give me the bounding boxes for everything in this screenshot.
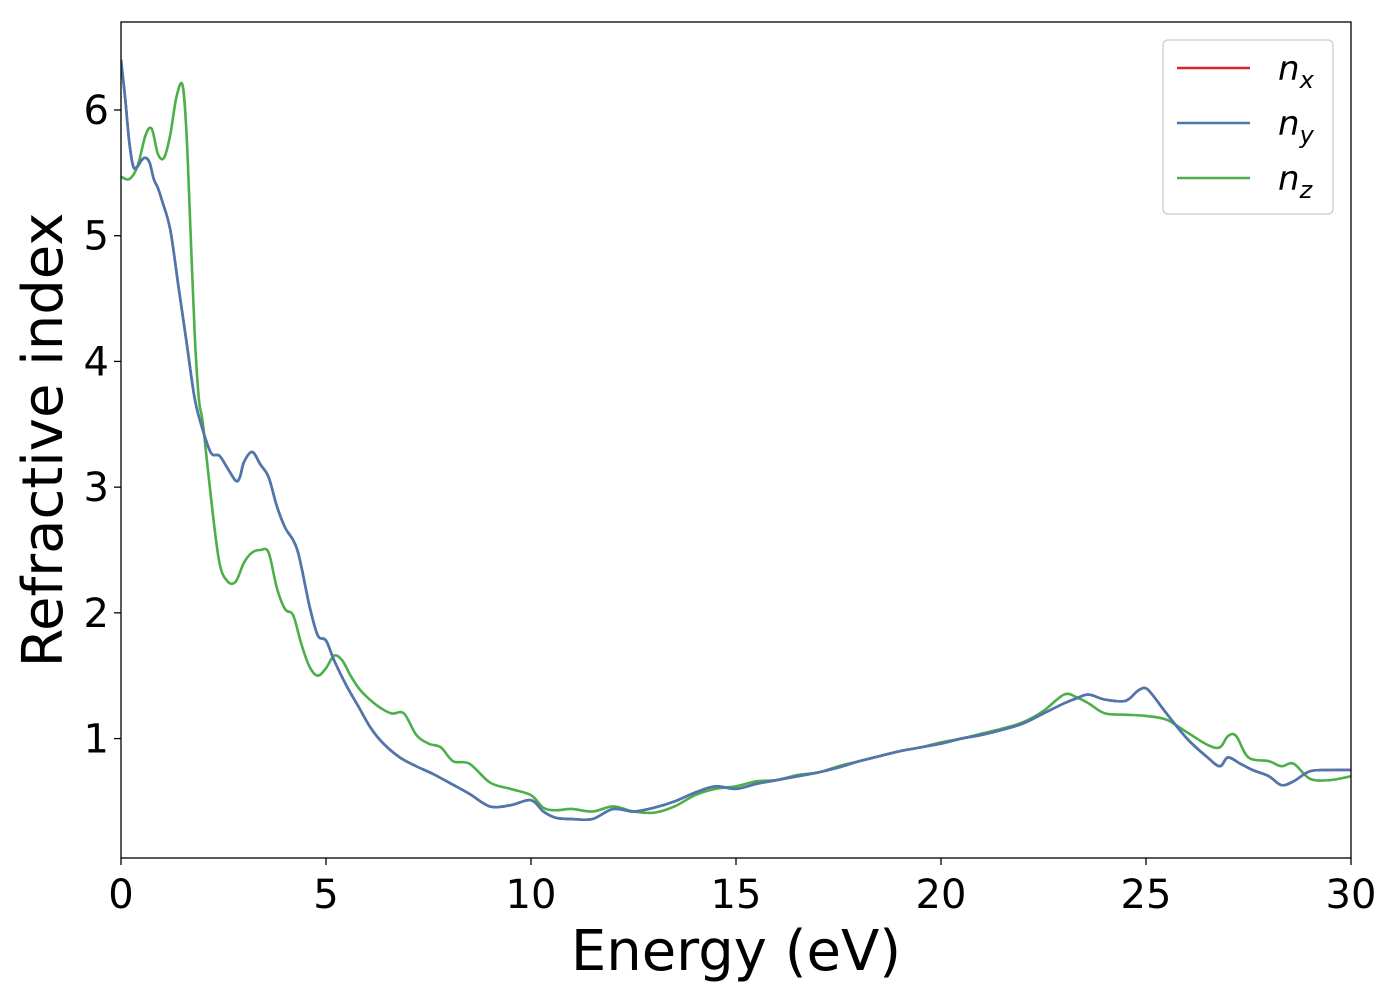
legend-label-ny: ny [1278,104,1315,149]
series-layer [121,59,1351,822]
x-tick-label: 5 [313,872,338,918]
x-tick-label: 15 [711,872,762,918]
y-tick-label: 4 [84,339,109,385]
y-tick-label: 5 [84,214,109,260]
series-line-ny [121,59,1351,822]
legend: nx ny nz [1162,39,1334,215]
x-tick-label: 0 [108,872,133,918]
x-axis: 0 5 10 15 20 25 30 [108,858,1376,918]
y-tick-label: 3 [84,465,109,511]
y-tick-label: 6 [84,88,109,134]
x-tick-label: 20 [916,872,967,918]
y-tick-label: 2 [84,591,109,637]
legend-label-nz: nz [1278,159,1314,204]
legend-label-nx: nx [1278,49,1315,94]
x-tick-label: 30 [1326,872,1377,918]
x-axis-label: Energy (eV) [571,919,901,984]
x-tick-label: 25 [1121,872,1172,918]
y-tick-label: 1 [84,717,109,763]
y-axis: 1 2 3 4 5 6 [84,88,121,763]
series-line-nz [121,81,1351,815]
legend-box [1162,39,1334,215]
y-axis-label: Refractive index [11,213,76,668]
x-tick-label: 10 [506,872,557,918]
